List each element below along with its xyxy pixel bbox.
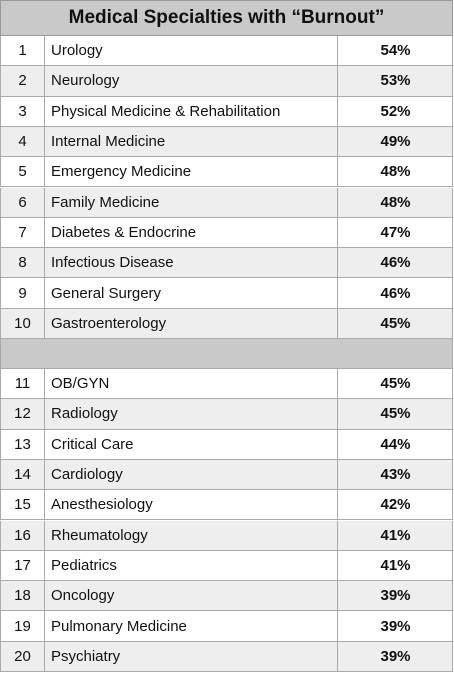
- rank-cell: 18: [1, 581, 45, 611]
- table-title: Medical Specialties with “Burnout”: [0, 0, 453, 36]
- rank-cell: 5: [1, 157, 45, 187]
- percentage-cell: 46%: [380, 284, 411, 302]
- specialty-cell: Physical Medicine & Rehabilitation: [45, 96, 338, 126]
- percentage-cell: 45%: [380, 405, 411, 423]
- rank-cell: 7: [1, 217, 45, 248]
- rank-cell: 20: [1, 641, 45, 671]
- specialty-cell: Diabetes & Endocrine: [45, 217, 338, 248]
- rank-cell: 9: [1, 278, 45, 308]
- specialty-cell: Emergency Medicine: [45, 157, 338, 187]
- rank-cell: 10: [1, 308, 45, 338]
- percentage-cell: 45%: [380, 375, 411, 393]
- table-row: 18 Oncology 39%: [0, 581, 453, 612]
- percentage-cell: 45%: [380, 314, 411, 332]
- specialty-cell: Family Medicine: [45, 187, 338, 217]
- specialty-cell: OB/GYN: [45, 369, 338, 399]
- rank-cell: 15: [1, 490, 45, 520]
- specialty-cell: Gastroenterology: [45, 308, 338, 338]
- specialty-cell: Oncology: [45, 581, 338, 611]
- table-row: 5 Emergency Medicine 48%: [0, 157, 453, 188]
- specialty-cell: Neurology: [45, 66, 338, 96]
- percentage-cell: 41%: [380, 526, 411, 544]
- percentage-cell: 44%: [380, 435, 411, 453]
- rank-cell: 19: [1, 611, 45, 641]
- table-row: 2 Neurology 53%: [0, 66, 453, 97]
- table-row: 9 General Surgery 46%: [0, 278, 453, 309]
- percentage-cell: 48%: [380, 193, 411, 211]
- percentage-cell: 39%: [380, 617, 411, 635]
- percentage-cell: 43%: [380, 466, 411, 484]
- rank-cell: 14: [1, 459, 45, 490]
- percentage-cell: 52%: [380, 102, 411, 120]
- specialty-cell: Infectious Disease: [45, 248, 338, 278]
- rank-cell: 12: [1, 399, 45, 429]
- specialty-cell: Rheumatology: [45, 520, 338, 550]
- percentage-cell: 41%: [380, 556, 411, 574]
- percentage-cell: 47%: [380, 223, 411, 241]
- specialty-cell: Anesthesiology: [45, 490, 338, 520]
- specialty-cell: Radiology: [45, 399, 338, 429]
- rank-cell: 11: [1, 369, 45, 399]
- table-row: 6 Family Medicine 48%: [0, 187, 453, 218]
- rank-cell: 1: [1, 36, 45, 66]
- section-separator: [0, 339, 453, 369]
- percentage-cell: 46%: [380, 254, 411, 272]
- percentage-cell: 53%: [380, 72, 411, 90]
- rank-cell: 6: [1, 187, 45, 217]
- table-row: 3 Physical Medicine & Rehabilitation 52%: [0, 96, 453, 127]
- rank-cell: 3: [1, 96, 45, 126]
- table-row: 11 OB/GYN 45%: [0, 369, 453, 400]
- specialty-cell: Pulmonary Medicine: [45, 611, 338, 641]
- percentage-cell: 49%: [380, 133, 411, 151]
- table-row: 15 Anesthesiology 42%: [0, 490, 453, 521]
- table-row: 14 Cardiology 43%: [0, 459, 453, 491]
- table-row: 10 Gastroenterology 45%: [0, 308, 453, 339]
- rank-cell: 16: [1, 520, 45, 550]
- table-row: 13 Critical Care 44%: [0, 429, 453, 460]
- percentage-cell: 39%: [380, 647, 411, 665]
- rank-cell: 2: [1, 66, 45, 96]
- table-row: 19 Pulmonary Medicine 39%: [0, 611, 453, 642]
- specialty-cell: Urology: [45, 36, 338, 66]
- table-row: 1 Urology 54%: [0, 36, 453, 67]
- rank-cell: 17: [1, 550, 45, 581]
- table-row: 17 Pediatrics 41%: [0, 550, 453, 582]
- table-row: 8 Infectious Disease 46%: [0, 248, 453, 279]
- table-row: 16 Rheumatology 41%: [0, 520, 453, 551]
- table-row: 12 Radiology 45%: [0, 399, 453, 430]
- specialty-cell: Internal Medicine: [45, 126, 338, 157]
- percentage-cell: 54%: [380, 42, 411, 60]
- specialty-cell: Cardiology: [45, 459, 338, 490]
- table-row: 4 Internal Medicine 49%: [0, 126, 453, 158]
- table-row: 7 Diabetes & Endocrine 47%: [0, 217, 453, 249]
- percentage-cell: 48%: [380, 163, 411, 181]
- table-row: 20 Psychiatry 39%: [0, 641, 453, 672]
- specialty-cell: Critical Care: [45, 429, 338, 459]
- specialty-cell: General Surgery: [45, 278, 338, 308]
- percentage-cell: 39%: [380, 587, 411, 605]
- specialty-cell: Pediatrics: [45, 550, 338, 581]
- rank-cell: 4: [1, 126, 45, 157]
- percentage-cell: 42%: [380, 496, 411, 514]
- specialty-cell: Psychiatry: [45, 641, 338, 671]
- rank-cell: 13: [1, 429, 45, 459]
- rank-cell: 8: [1, 248, 45, 278]
